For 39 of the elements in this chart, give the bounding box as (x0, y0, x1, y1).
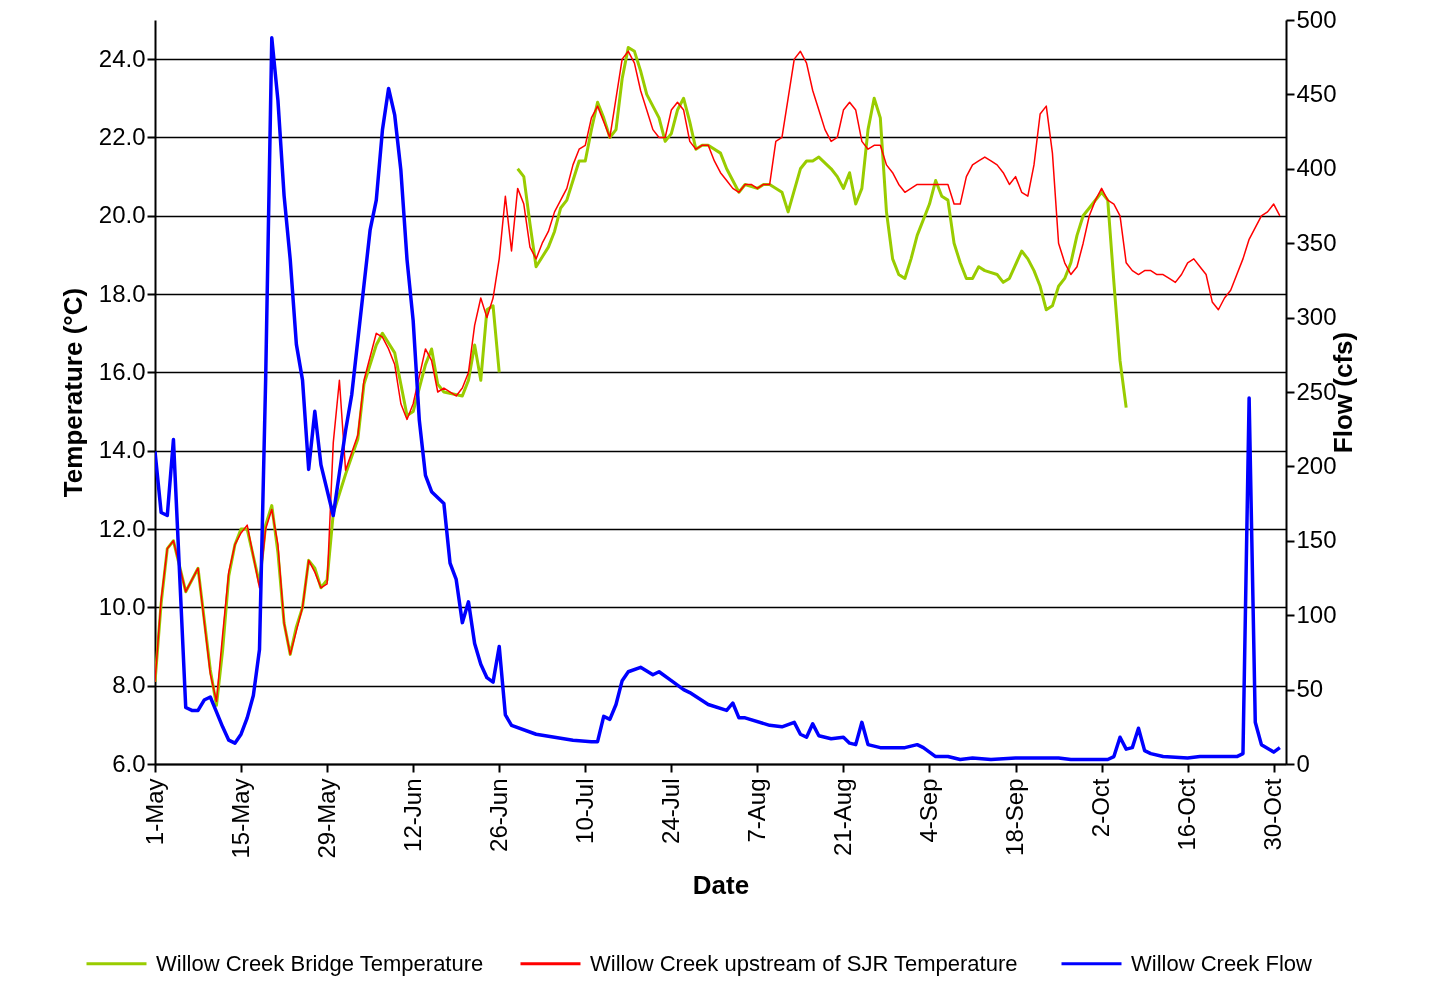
x-tick-label: 18-Sep (1001, 778, 1029, 856)
y2-tick-label: 50 (1296, 675, 1324, 703)
y2-tick-label: 400 (1296, 154, 1337, 182)
x-tick-label: 15-May (226, 778, 254, 859)
y2-tick-label: 350 (1296, 228, 1337, 256)
x-tick-label: 21-Aug (828, 778, 856, 856)
x-axis-title: Date (692, 869, 750, 900)
y-tick-label: 14.0 (98, 436, 146, 464)
y2-tick-label: 150 (1296, 526, 1337, 554)
y-tick-label: 18.0 (98, 279, 146, 307)
x-tick-label: 24-Jul (656, 778, 684, 844)
x-tick-label: 16-Oct (1173, 778, 1201, 851)
x-tick-label: 2-Oct (1087, 778, 1115, 838)
y2-tick-label: 100 (1296, 600, 1337, 628)
y-tick-label: 6.0 (112, 749, 146, 777)
y-axis-title: Temperature (°C) (57, 287, 88, 498)
y-tick-label: 22.0 (98, 122, 146, 150)
x-tick-label: 4-Sep (914, 778, 942, 843)
y2-tick-label: 450 (1296, 79, 1337, 107)
x-tick-label: 12-Jun (398, 778, 426, 852)
x-tick-label: 29-May (312, 778, 340, 859)
y-tick-label: 16.0 (98, 357, 146, 385)
y-tick-label: 10.0 (98, 592, 146, 620)
y2-tick-label: 200 (1296, 451, 1337, 479)
y-tick-label: 12.0 (98, 514, 146, 542)
x-tick-label: 7-Aug (742, 778, 770, 843)
y2-tick-label: 300 (1296, 303, 1337, 331)
x-tick-label: 26-Jun (484, 778, 512, 852)
x-tick-label: 30-Oct (1259, 778, 1287, 851)
y2-tick-label: 500 (1296, 5, 1337, 33)
x-tick-label: 1-May (140, 778, 168, 846)
legend-label: Willow Creek upstream of SJR Temperature (590, 950, 1018, 976)
y-tick-label: 8.0 (112, 671, 146, 699)
y2-tick-label: 0 (1296, 749, 1310, 777)
y-tick-label: 24.0 (98, 44, 146, 72)
y-tick-label: 20.0 (98, 201, 146, 229)
legend-label: Willow Creek Bridge Temperature (156, 950, 484, 976)
x-tick-label: 10-Jul (570, 778, 598, 844)
legend-label: Willow Creek Flow (1131, 950, 1313, 976)
